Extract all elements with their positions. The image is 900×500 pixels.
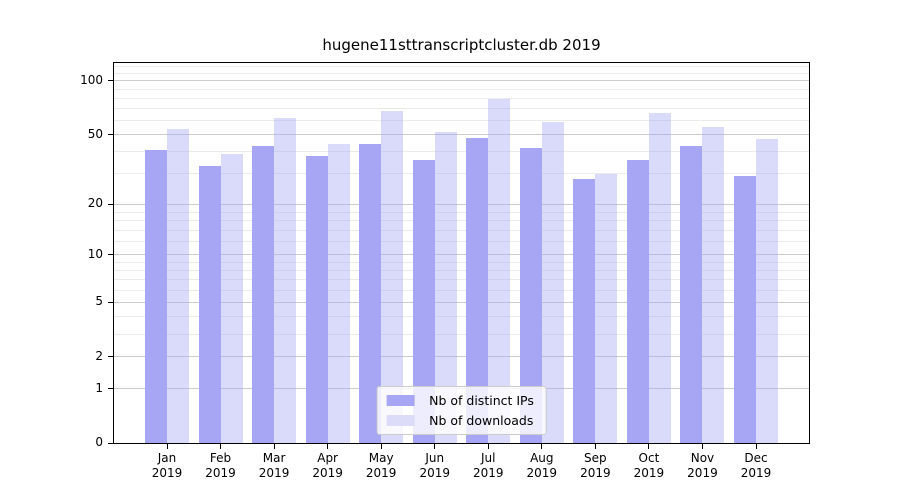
y-axis-tick xyxy=(108,80,113,82)
y-axis-tick xyxy=(108,442,113,444)
bar-distinct-ips-apr xyxy=(305,155,328,443)
x-axis-tick xyxy=(434,444,436,449)
chart-title: hugene11sttranscriptcluster.db 2019 xyxy=(322,36,601,54)
minor-gridline xyxy=(114,108,809,110)
major-gridline xyxy=(114,356,809,358)
legend-label-downloads: Nb of downloads xyxy=(429,413,534,428)
bar-downloads-may xyxy=(381,110,404,443)
x-axis-tick-label: Mar 2019 xyxy=(258,451,290,480)
minor-gridline xyxy=(114,88,809,90)
minor-gridline xyxy=(114,316,809,318)
y-axis-tick xyxy=(108,356,113,358)
y-axis-tick-label: 1 xyxy=(95,380,103,395)
y-axis-tick-label: 50 xyxy=(87,126,103,141)
y-axis-tick-label: 20 xyxy=(87,196,103,211)
minor-gridline xyxy=(114,211,809,213)
x-axis-tick-label: Feb 2019 xyxy=(205,451,236,480)
x-axis-tick xyxy=(273,444,275,449)
bar-distinct-ips-dec xyxy=(734,176,756,443)
y-axis-tick xyxy=(108,134,113,136)
minor-gridline xyxy=(114,333,809,335)
x-axis-tick-label: May 2019 xyxy=(365,451,397,480)
minor-gridline xyxy=(114,241,809,243)
bar-downloads-sep xyxy=(595,173,618,443)
minor-gridline xyxy=(114,151,809,153)
minor-gridline xyxy=(114,270,809,272)
x-axis-tick-label: Sep 2019 xyxy=(580,451,611,480)
bar-distinct-ips-feb xyxy=(198,166,221,443)
x-axis-tick xyxy=(755,444,757,449)
x-axis-tick xyxy=(648,444,650,449)
bar-downloads-nov xyxy=(702,127,725,443)
x-axis-tick-label: Jun 2019 xyxy=(419,451,450,480)
x-axis-tick-label: Oct 2019 xyxy=(633,451,665,480)
x-axis-tick xyxy=(166,444,168,449)
x-axis-tick xyxy=(701,444,703,449)
major-gridline xyxy=(114,80,809,82)
minor-gridline xyxy=(114,279,809,281)
legend-swatch-distinct-ips xyxy=(386,395,415,406)
y-axis-tick-label: 10 xyxy=(87,246,103,261)
x-axis-tick-label: Nov 2019 xyxy=(687,451,718,480)
bar-downloads-dec xyxy=(756,139,778,443)
minor-gridline xyxy=(114,120,809,122)
legend-label-distinct-ips: Nb of distinct IPs xyxy=(429,393,534,408)
y-axis-tick-label: 2 xyxy=(95,348,103,363)
y-axis-tick xyxy=(108,203,113,205)
bar-downloads-jun xyxy=(434,131,457,443)
bar-downloads-feb xyxy=(220,153,243,443)
minor-gridline xyxy=(114,230,809,232)
y-axis-tick-label: 100 xyxy=(80,72,103,87)
minor-gridline xyxy=(114,66,809,68)
bar-downloads-mar xyxy=(274,118,297,443)
x-axis-tick-label: Apr 2019 xyxy=(312,451,343,480)
minor-gridline xyxy=(114,73,809,75)
x-axis-tick xyxy=(541,444,543,449)
bar-downloads-apr xyxy=(327,144,350,443)
minor-gridline xyxy=(114,289,809,291)
minor-gridline xyxy=(114,97,809,99)
plot-area: Nb of distinct IPs Nb of downloads xyxy=(113,62,810,444)
y-axis-tick-label: 5 xyxy=(95,294,103,309)
major-gridline xyxy=(114,203,809,205)
x-axis-tick xyxy=(487,444,489,449)
major-gridline xyxy=(114,301,809,303)
bar-distinct-ips-jul xyxy=(466,137,489,443)
x-axis-tick-label: Jan 2019 xyxy=(151,451,183,480)
x-axis-tick-label: Dec 2019 xyxy=(740,451,772,480)
y-axis-tick xyxy=(108,254,113,256)
legend-item-downloads: Nb of downloads xyxy=(386,413,534,428)
bar-downloads-jan xyxy=(167,128,189,443)
x-axis-tick-label: Aug 2019 xyxy=(526,451,558,480)
bar-distinct-ips-nov xyxy=(680,146,703,443)
legend-swatch-downloads xyxy=(386,415,415,426)
x-axis-tick xyxy=(594,444,596,449)
x-axis-tick xyxy=(327,444,329,449)
y-axis-tick xyxy=(108,388,113,390)
minor-gridline xyxy=(114,261,809,263)
minor-gridline xyxy=(114,173,809,175)
legend-item-distinct-ips: Nb of distinct IPs xyxy=(386,393,534,408)
bar-distinct-ips-may xyxy=(359,144,382,443)
bar-distinct-ips-jan xyxy=(145,149,167,443)
major-gridline xyxy=(114,134,809,136)
x-axis-tick xyxy=(380,444,382,449)
bar-downloads-aug xyxy=(541,121,564,443)
bar-downloads-jul xyxy=(488,99,511,443)
legend: Nb of distinct IPs Nb of downloads xyxy=(376,386,547,435)
x-axis-tick-label: Jul 2019 xyxy=(472,451,504,480)
bar-distinct-ips-sep xyxy=(573,178,596,443)
bar-distinct-ips-jun xyxy=(412,159,435,443)
bar-distinct-ips-mar xyxy=(252,146,275,443)
y-axis-tick xyxy=(108,301,113,303)
y-axis-tick-label: 0 xyxy=(95,435,103,449)
bar-distinct-ips-aug xyxy=(519,147,542,443)
minor-gridline xyxy=(114,220,809,222)
x-axis-tick xyxy=(220,444,222,449)
bar-distinct-ips-oct xyxy=(626,159,649,443)
major-gridline xyxy=(114,254,809,256)
bar-downloads-oct xyxy=(648,113,671,443)
